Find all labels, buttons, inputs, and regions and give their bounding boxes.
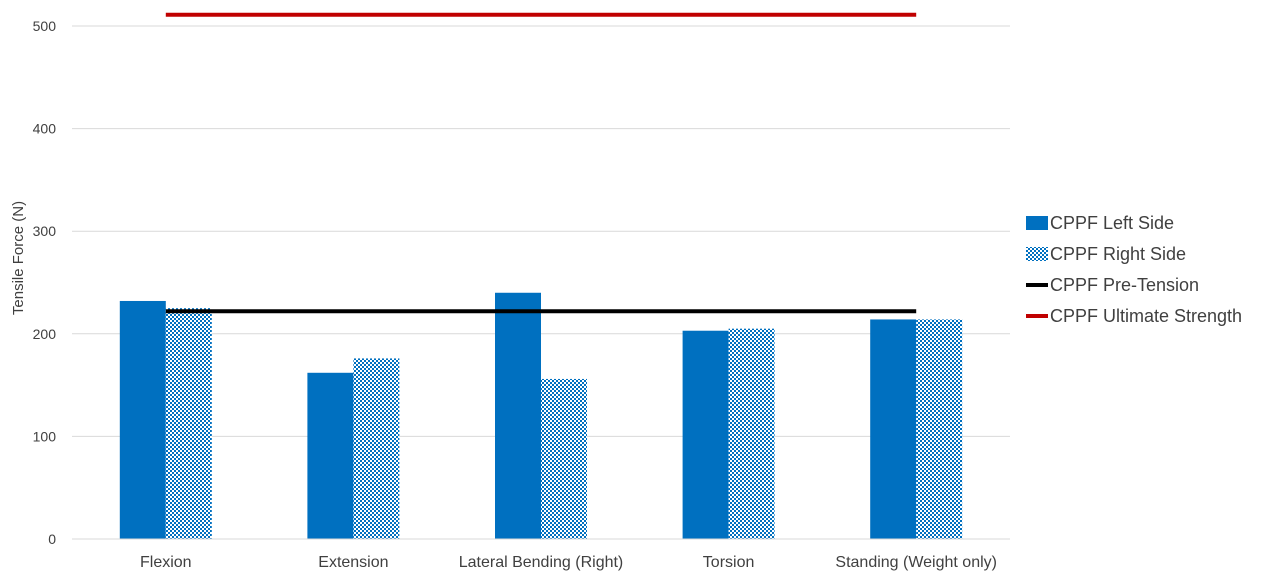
legend-label: CPPF Right Side [1050,244,1186,264]
y-tick-label: 100 [33,428,57,444]
bar-right-0 [165,308,212,539]
y-tick-label: 200 [33,326,57,342]
bar-left-2 [495,292,541,539]
legend-swatch [1026,247,1048,261]
gridlines [72,25,1010,437]
y-tick-label: 0 [48,531,56,547]
x-category-label: Extension [318,554,388,571]
bar-right-1 [353,358,400,539]
legend-label: CPPF Pre-Tension [1050,275,1199,295]
legend: CPPF Left Side CPPF Right Side CPPF Pre-Te… [1026,213,1242,326]
legend-label: CPPF Ultimate Strength [1050,306,1242,326]
bars [119,292,963,539]
legend-swatch [1026,216,1048,230]
x-category-label: Lateral Bending (Right) [459,554,624,571]
y-axis-title: Tensile Force (N) [10,201,27,315]
bar-left-0 [119,300,166,539]
y-tick-labels: 0 100 200 300 400 500 [33,18,57,547]
bar-right-3 [728,328,775,539]
y-tick-label: 400 [33,121,57,137]
x-category-label: Standing (Weight only) [835,554,997,571]
bar-right-2 [541,378,587,539]
category-labels: Flexion Extension Lateral Bending (Right) T… [140,554,997,571]
bar-left-1 [307,372,354,539]
reference-lines [165,12,917,314]
legend-label: CPPF Left Side [1050,213,1174,233]
x-category-label: Flexion [140,554,192,571]
bar-left-4 [870,319,917,539]
bar-right-4 [916,319,963,539]
y-tick-label: 300 [33,223,57,239]
y-tick-label: 500 [33,18,57,34]
bar-left-3 [682,330,729,539]
x-category-label: Torsion [703,554,755,571]
